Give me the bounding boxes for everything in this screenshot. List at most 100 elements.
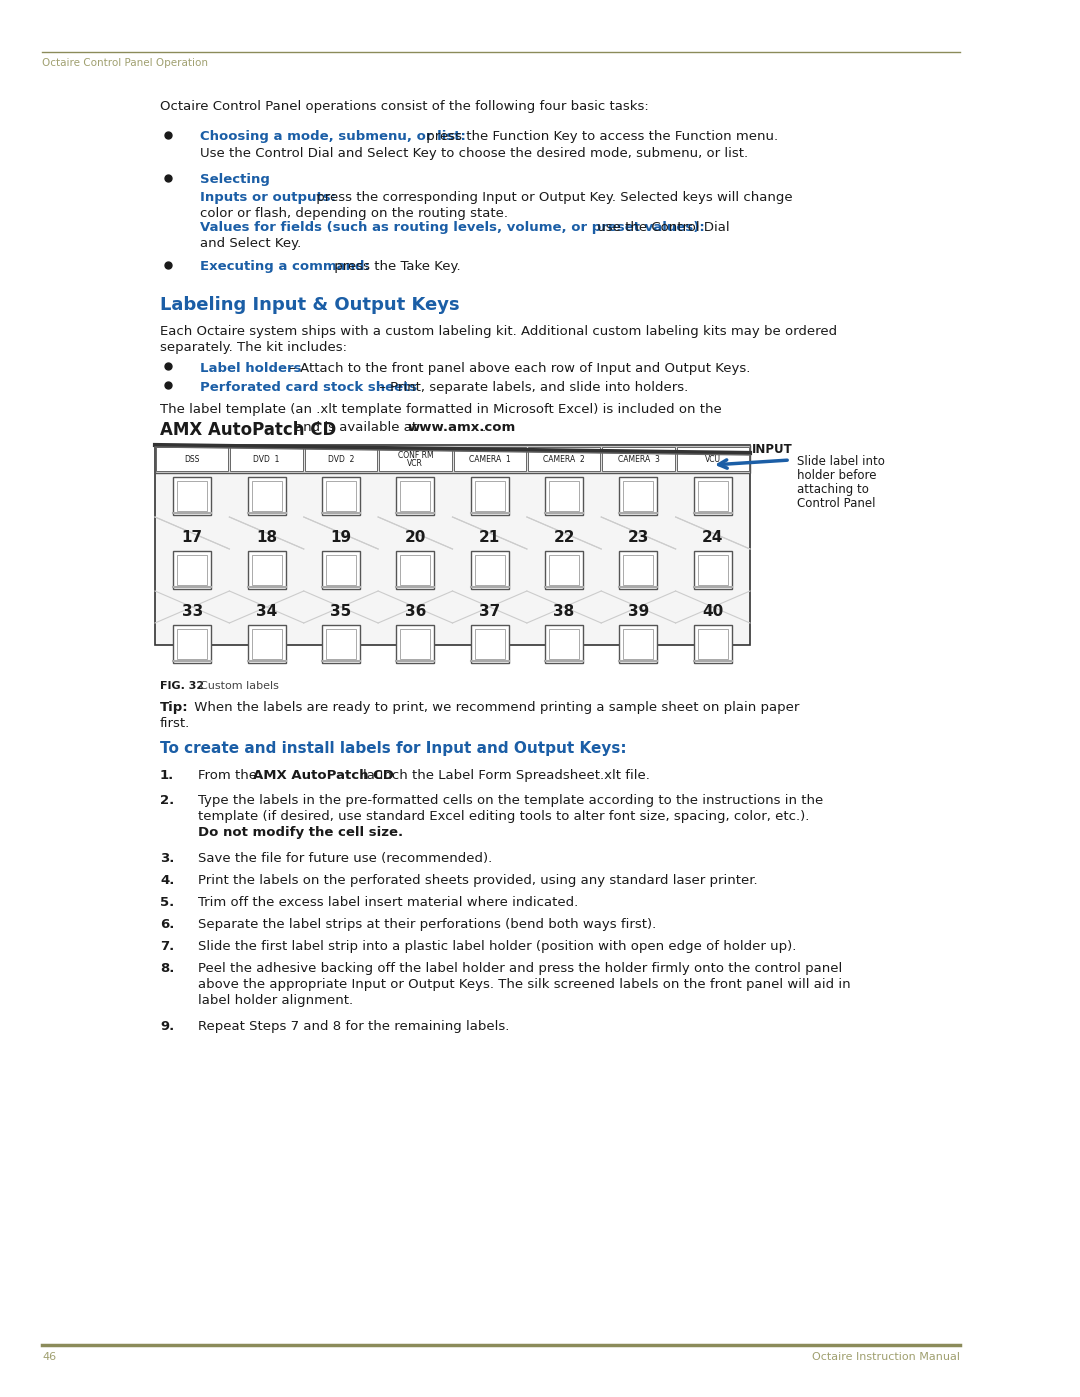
Bar [698,629,728,659]
Text: label holder alignment.: label holder alignment. [198,995,353,1007]
Text: 21: 21 [480,529,500,545]
Bar [401,481,430,511]
Bar [620,550,658,590]
Bar [322,550,360,590]
Text: 5.: 5. [160,895,174,909]
Bar [247,624,285,664]
Bar [396,550,434,590]
Text: INPUT: INPUT [752,443,793,455]
Text: The label template (an .xlt template formatted in Microsoft Excel) is included o: The label template (an .xlt template for… [160,402,721,416]
Bar [454,447,526,471]
Bar [471,476,509,515]
Bar [177,481,207,511]
Text: 39: 39 [627,604,649,619]
Bar [247,550,285,590]
Text: CAMERA  3: CAMERA 3 [618,454,660,464]
Text: 7.: 7. [160,940,174,953]
Bar [471,550,509,590]
Text: 46: 46 [42,1352,56,1362]
Bar [471,624,509,664]
Bar [322,476,360,515]
Bar [545,624,583,664]
Text: 23: 23 [627,529,649,545]
Bar [693,624,732,664]
Bar [156,446,750,474]
Text: 3.: 3. [160,852,174,865]
Text: separately. The kit includes:: separately. The kit includes: [160,341,347,353]
Text: Do not modify the cell size.: Do not modify the cell size. [198,826,403,840]
Bar [177,629,207,659]
Bar [623,481,653,511]
Bar [603,447,675,471]
Text: press the Function Key to access the Function menu.: press the Function Key to access the Fun… [422,130,778,142]
Text: AMX AutoPatch CD: AMX AutoPatch CD [253,768,394,782]
Text: color or flash, depending on the routing state.: color or flash, depending on the routing… [200,207,508,219]
Text: .: . [482,420,486,434]
Text: VCR: VCR [407,458,423,468]
Text: – Attach to the front panel above each row of Input and Output Keys.: – Attach to the front panel above each r… [285,362,751,374]
Bar [401,629,430,659]
Bar [396,476,434,515]
Text: CONF RM: CONF RM [397,450,433,460]
Bar [177,555,207,585]
Text: Slide label into: Slide label into [797,455,885,468]
Text: 20: 20 [405,529,426,545]
Bar [549,481,579,511]
Text: 17: 17 [181,529,203,545]
Text: launch the Label Form Spreadsheet.xlt file.: launch the Label Form Spreadsheet.xlt fi… [363,768,650,782]
Bar [173,624,212,664]
Text: DSS: DSS [185,454,200,464]
Text: Trim off the excess label insert material where indicated.: Trim off the excess label insert materia… [198,895,578,909]
Bar [401,555,430,585]
Text: and is available at: and is available at [295,420,421,434]
Bar [173,550,212,590]
Text: first.: first. [160,717,190,731]
Text: Octaire Control Panel Operation: Octaire Control Panel Operation [42,59,208,68]
Text: 35: 35 [330,604,352,619]
Bar [252,629,282,659]
Bar [475,629,504,659]
Text: Octaire Instruction Manual: Octaire Instruction Manual [812,1352,960,1362]
Text: template (if desired, use standard Excel editing tools to alter font size, spaci: template (if desired, use standard Excel… [198,810,809,823]
Bar [620,624,658,664]
Bar [623,555,653,585]
Text: Choosing a mode, submenu, or list:: Choosing a mode, submenu, or list: [200,130,465,142]
Bar [677,447,750,471]
Text: and Select Key.: and Select Key. [200,237,301,250]
Bar [156,446,750,645]
Text: To create and install labels for Input and Output Keys:: To create and install labels for Input a… [160,740,626,756]
Text: 6.: 6. [160,918,174,930]
Text: Type the labels in the pre-formatted cells on the template according to the inst: Type the labels in the pre-formatted cel… [198,793,823,807]
Bar [322,624,360,664]
Text: Labeling Input & Output Keys: Labeling Input & Output Keys [160,296,460,314]
Bar [252,555,282,585]
Text: Separate the label strips at their perforations (bend both ways first).: Separate the label strips at their perfo… [198,918,657,930]
Text: Print the labels on the perforated sheets provided, using any standard laser pri: Print the labels on the perforated sheet… [198,875,758,887]
Text: 37: 37 [480,604,500,619]
Text: VCU: VCU [705,454,720,464]
Text: press the Take Key.: press the Take Key. [330,260,461,272]
Text: Octaire Control Panel operations consist of the following four basic tasks:: Octaire Control Panel operations consist… [160,101,649,113]
Bar [396,624,434,664]
Bar [620,476,658,515]
Text: Slide the first label strip into a plastic label holder (position with open edge: Slide the first label strip into a plast… [198,940,796,953]
Text: DVD  1: DVD 1 [254,454,280,464]
Bar [173,476,212,515]
Text: Use the Control Dial and Select Key to choose the desired mode, submenu, or list: Use the Control Dial and Select Key to c… [200,147,748,161]
Bar [549,555,579,585]
Bar [247,476,285,515]
Text: Each Octaire system ships with a custom labeling kit. Additional custom labeling: Each Octaire system ships with a custom … [160,326,837,338]
Text: AMX AutoPatch CD: AMX AutoPatch CD [160,420,336,439]
Text: Repeat Steps 7 and 8 for the remaining labels.: Repeat Steps 7 and 8 for the remaining l… [198,1020,510,1032]
Text: www.amx.com: www.amx.com [408,420,516,434]
Text: Perforated card stock sheets: Perforated card stock sheets [200,381,417,394]
Text: Values for fields (such as routing levels, volume, or preset values):: Values for fields (such as routing level… [200,221,705,235]
Bar [230,447,302,471]
Bar [693,476,732,515]
Text: 18: 18 [256,529,278,545]
Bar [379,447,451,471]
Text: CAMERA  2: CAMERA 2 [543,454,585,464]
Bar [698,481,728,511]
Bar [475,481,504,511]
Text: Save the file for future use (recommended).: Save the file for future use (recommende… [198,852,492,865]
